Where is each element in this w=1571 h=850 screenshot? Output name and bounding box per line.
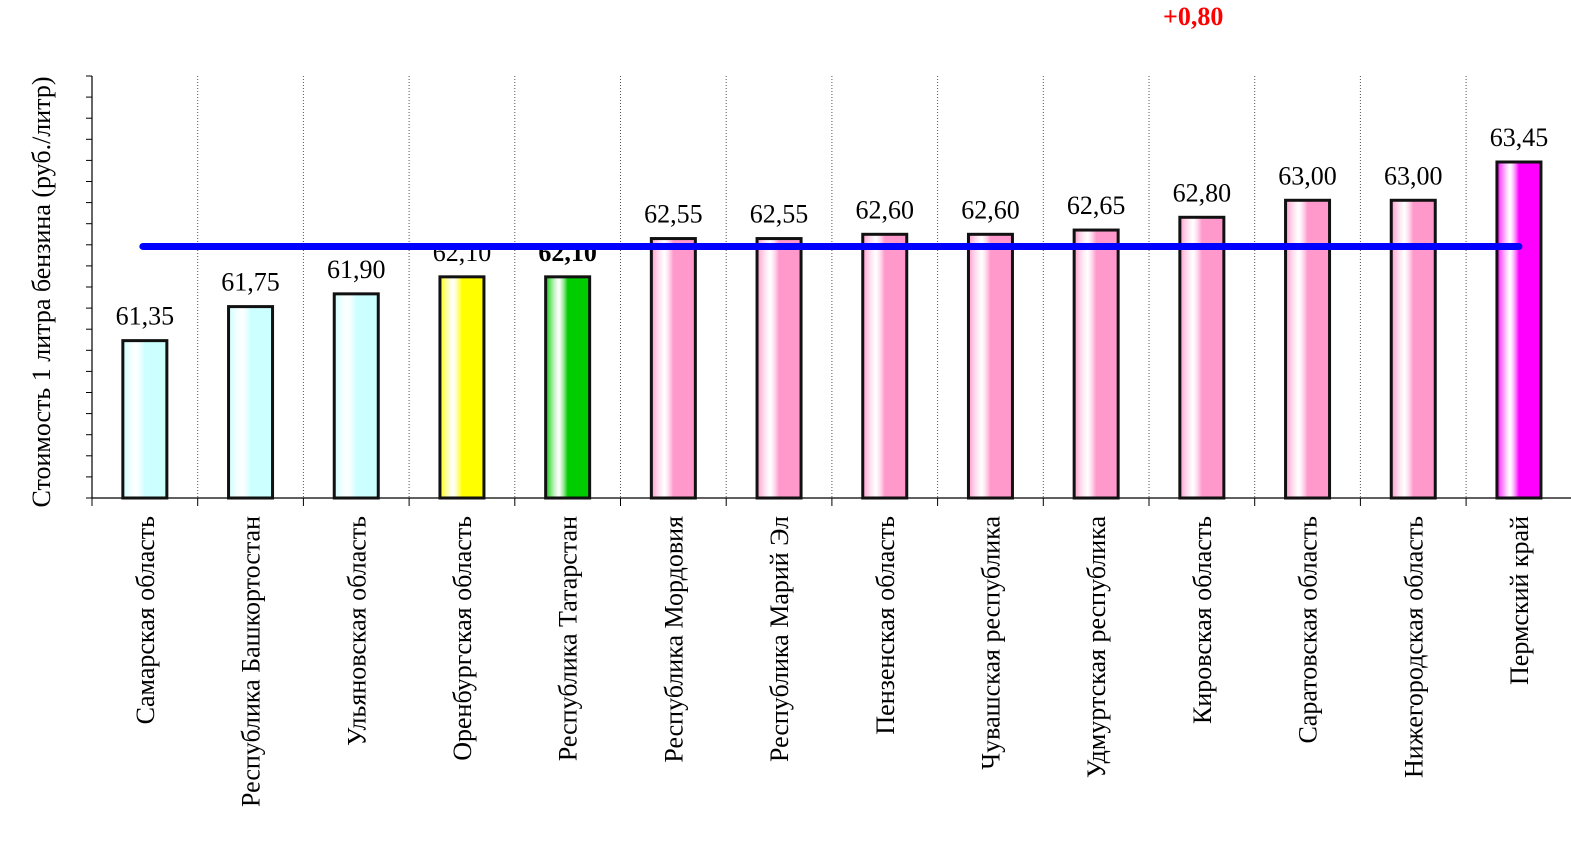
- category-label: Кировская область: [1188, 516, 1217, 724]
- value-label: 63,45: [1490, 123, 1549, 152]
- category-label: Пермский край: [1505, 516, 1534, 685]
- category-label: Республика Мордовия: [659, 516, 688, 763]
- bar: [332, 292, 380, 500]
- bar: [1495, 160, 1543, 500]
- difference-annotation: +0,80: [1163, 2, 1224, 31]
- bar: [861, 232, 909, 500]
- bar: [227, 305, 275, 500]
- value-label: 62,60: [961, 195, 1020, 224]
- category-label: Ульяновская область: [342, 516, 371, 746]
- value-label: 62,80: [1173, 178, 1232, 207]
- category-label: Удмуртская республика: [1082, 516, 1111, 779]
- category-label: Нижегородская область: [1399, 516, 1428, 778]
- value-label: 63,00: [1384, 161, 1443, 190]
- bar: [966, 232, 1014, 500]
- category-label: Пензенская область: [871, 516, 900, 735]
- value-label: 62,10: [538, 238, 597, 267]
- category-label: Республика Башкортостан: [237, 516, 266, 807]
- category-label: Самарская область: [131, 516, 160, 724]
- value-label: 61,35: [116, 302, 175, 331]
- category-label: Саратовская область: [1294, 516, 1323, 744]
- bar: [1178, 215, 1226, 500]
- value-label: 63,00: [1278, 161, 1337, 190]
- value-label: 61,90: [327, 255, 386, 284]
- category-label: Чувашская республика: [976, 516, 1005, 770]
- bar: [1072, 228, 1120, 500]
- value-label: 62,65: [1067, 191, 1126, 220]
- bar: [121, 339, 169, 500]
- category-label: Оренбургская область: [448, 516, 477, 761]
- category-label: Республика Марий Эл: [765, 516, 794, 762]
- value-label: 62,60: [856, 195, 915, 224]
- category-label: Республика Татарстан: [554, 516, 583, 761]
- bar: [438, 275, 486, 500]
- value-label: 62,10: [433, 238, 492, 267]
- bar: [544, 275, 592, 500]
- value-label: 62,55: [644, 200, 703, 229]
- bar: [649, 237, 697, 500]
- bar: [755, 237, 803, 500]
- value-label: 62,55: [750, 200, 809, 229]
- value-label: 61,75: [221, 268, 280, 297]
